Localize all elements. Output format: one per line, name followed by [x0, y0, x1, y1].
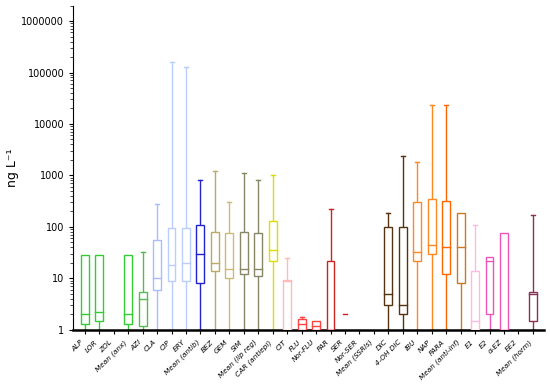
Bar — [529, 292, 537, 321]
Bar — [312, 321, 320, 330]
Bar — [211, 232, 219, 271]
Bar — [442, 201, 450, 274]
Bar — [413, 202, 421, 261]
Bar — [196, 225, 205, 283]
Bar — [399, 227, 407, 314]
Bar — [153, 240, 161, 290]
Bar — [139, 292, 147, 326]
Y-axis label: ng L⁻¹: ng L⁻¹ — [6, 149, 19, 187]
Bar — [486, 257, 493, 314]
Bar — [81, 255, 89, 324]
Bar — [471, 271, 479, 330]
Bar — [95, 255, 103, 321]
Bar — [327, 261, 334, 330]
Bar — [269, 221, 277, 261]
Bar — [500, 233, 508, 330]
Bar — [124, 255, 132, 324]
Bar — [283, 279, 291, 330]
Bar — [384, 227, 392, 305]
Bar — [254, 233, 262, 276]
Bar — [456, 212, 465, 283]
Bar — [168, 228, 175, 281]
Bar — [298, 319, 306, 330]
Bar — [226, 233, 233, 278]
Bar — [428, 199, 436, 254]
Bar — [240, 232, 248, 274]
Bar — [182, 228, 190, 281]
